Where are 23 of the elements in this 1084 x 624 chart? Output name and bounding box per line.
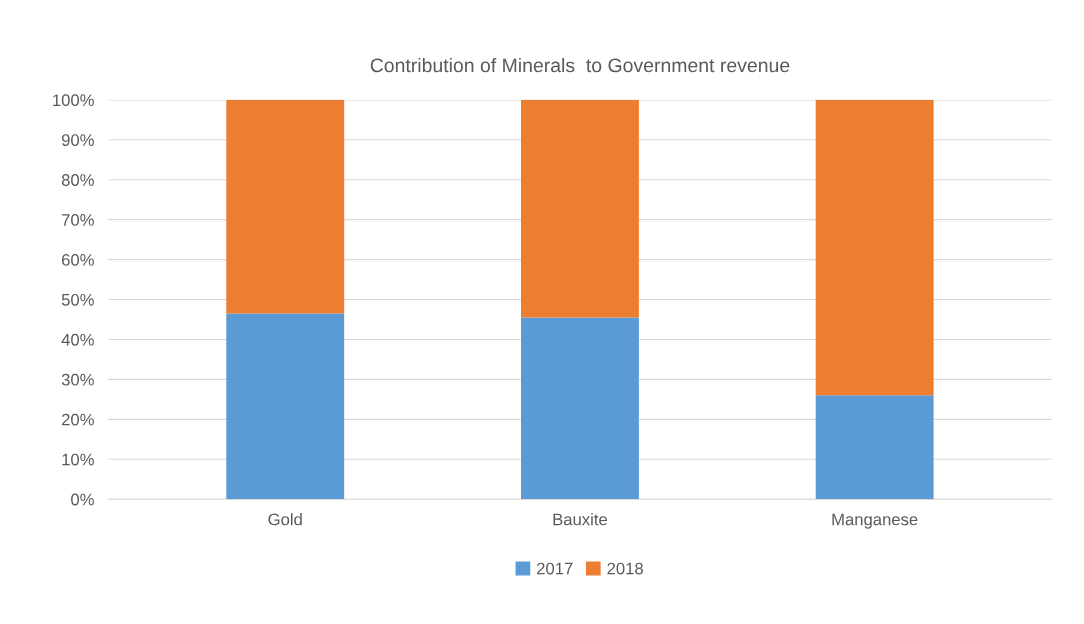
y-tick-label: 30% bbox=[61, 373, 94, 386]
x-tick-label: Manganese bbox=[832, 513, 918, 529]
y-tick-label: 60% bbox=[62, 253, 94, 266]
y-tick-label: 0% bbox=[71, 493, 94, 506]
chart-title: Contribution of Minerals to Government revenue bbox=[370, 57, 790, 73]
y-tick-label: 90% bbox=[61, 134, 94, 146]
bar bbox=[226, 99, 345, 314]
y-tick-label: 50% bbox=[61, 293, 94, 306]
y-tick-label: 70% bbox=[62, 214, 94, 226]
bar bbox=[226, 313, 345, 500]
y-tick-label: 80% bbox=[61, 174, 94, 186]
y-tick-label: 10% bbox=[62, 453, 94, 466]
bar bbox=[815, 99, 934, 396]
y-tick-label: 20% bbox=[61, 413, 94, 426]
bar bbox=[521, 99, 639, 318]
x-tick-label: Gold bbox=[268, 513, 302, 526]
y-tick-label: 100% bbox=[53, 94, 94, 107]
y-tick-label: 40% bbox=[61, 333, 94, 346]
legend-label: 2018 bbox=[607, 562, 643, 575]
bar bbox=[815, 395, 934, 500]
x-tick-label: Bauxite bbox=[553, 513, 607, 526]
bar bbox=[521, 317, 639, 500]
legend-label: 2017 bbox=[537, 562, 573, 575]
